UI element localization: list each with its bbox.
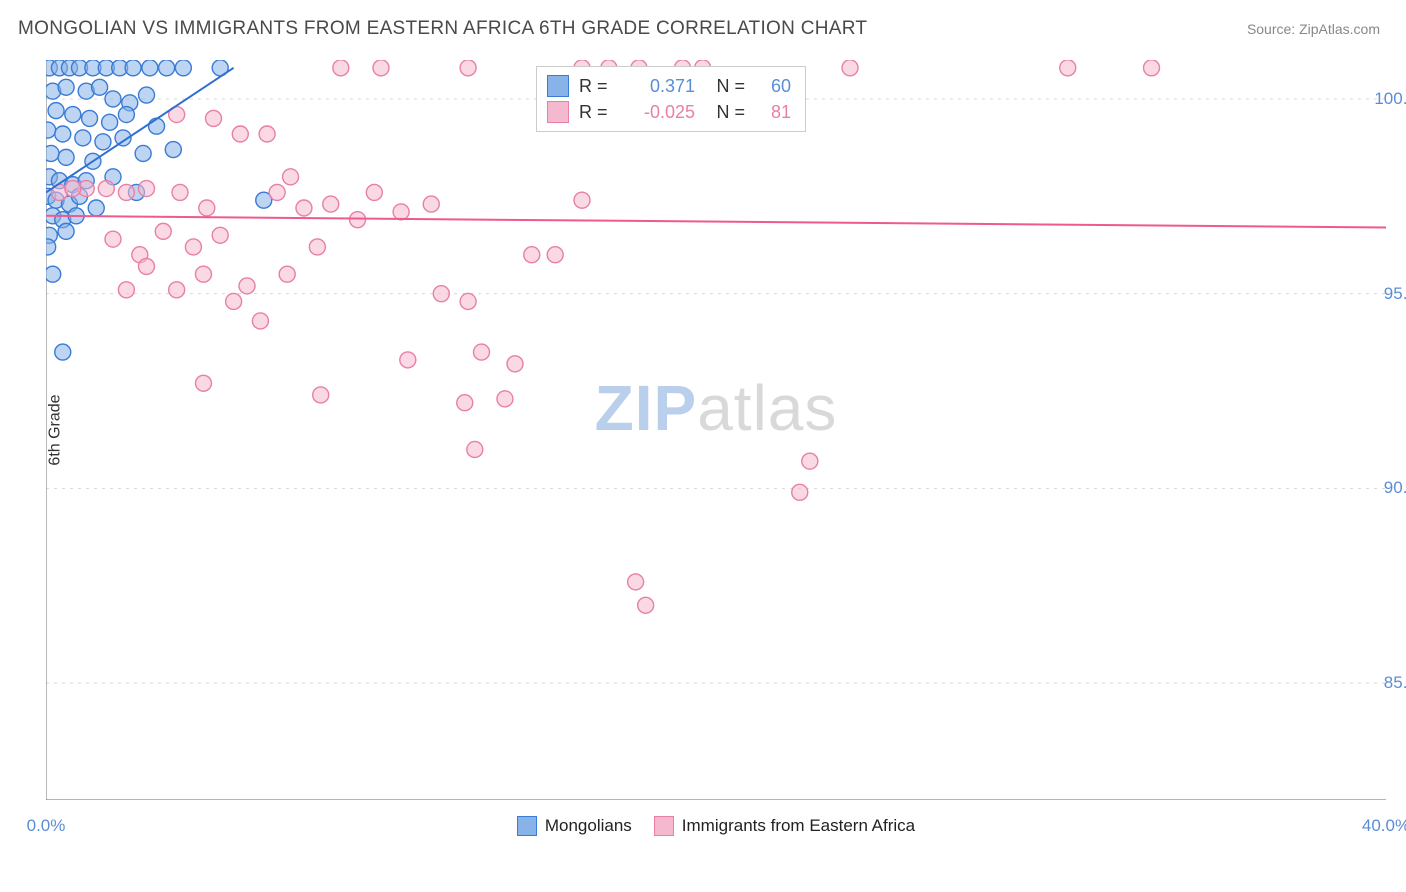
chart-header: MONGOLIAN VS IMMIGRANTS FROM EASTERN AFR… xyxy=(0,0,1406,48)
legend-swatch-mongolians xyxy=(517,816,537,836)
legend-row-1: R = -0.025 N = 81 xyxy=(547,99,791,125)
y-tick-label: 95.0% xyxy=(1384,284,1406,304)
legend-swatch-1 xyxy=(547,101,569,123)
y-tick-label: 90.0% xyxy=(1384,478,1406,498)
legend-n-label: N = xyxy=(705,76,745,97)
source-label: Source: ZipAtlas.com xyxy=(1247,21,1380,37)
legend-n-value-1: 81 xyxy=(755,102,791,123)
legend-swatch-0 xyxy=(547,75,569,97)
x-tick-label: 40.0% xyxy=(1362,816,1406,836)
legend-r-label: R = xyxy=(579,76,615,97)
y-tick-label: 85.0% xyxy=(1384,673,1406,693)
legend-row-0: R = 0.371 N = 60 xyxy=(547,73,791,99)
legend-label-1: Immigrants from Eastern Africa xyxy=(682,816,915,836)
y-tick-label: 100.0% xyxy=(1374,89,1406,109)
correlation-legend: R = 0.371 N = 60 R = -0.025 N = 81 xyxy=(536,66,806,132)
legend-item-0: Mongolians xyxy=(517,816,632,836)
legend-item-1: Immigrants from Eastern Africa xyxy=(654,816,915,836)
legend-label-0: Mongolians xyxy=(545,816,632,836)
x-tick-label: 0.0% xyxy=(27,816,66,836)
legend-r-value-0: 0.371 xyxy=(625,76,695,97)
scatter-plot xyxy=(46,60,1386,800)
chart-title: MONGOLIAN VS IMMIGRANTS FROM EASTERN AFR… xyxy=(18,18,867,40)
chart-area: 6th Grade ZIPatlas R = 0.371 N = 60 R = … xyxy=(46,60,1386,800)
legend-n-label: N = xyxy=(705,102,745,123)
legend-swatch-eastern-africa xyxy=(654,816,674,836)
legend-n-value-0: 60 xyxy=(755,76,791,97)
legend-r-value-1: -0.025 xyxy=(625,102,695,123)
legend-r-label: R = xyxy=(579,102,615,123)
series-legend: Mongolians Immigrants from Eastern Afric… xyxy=(46,816,1386,836)
